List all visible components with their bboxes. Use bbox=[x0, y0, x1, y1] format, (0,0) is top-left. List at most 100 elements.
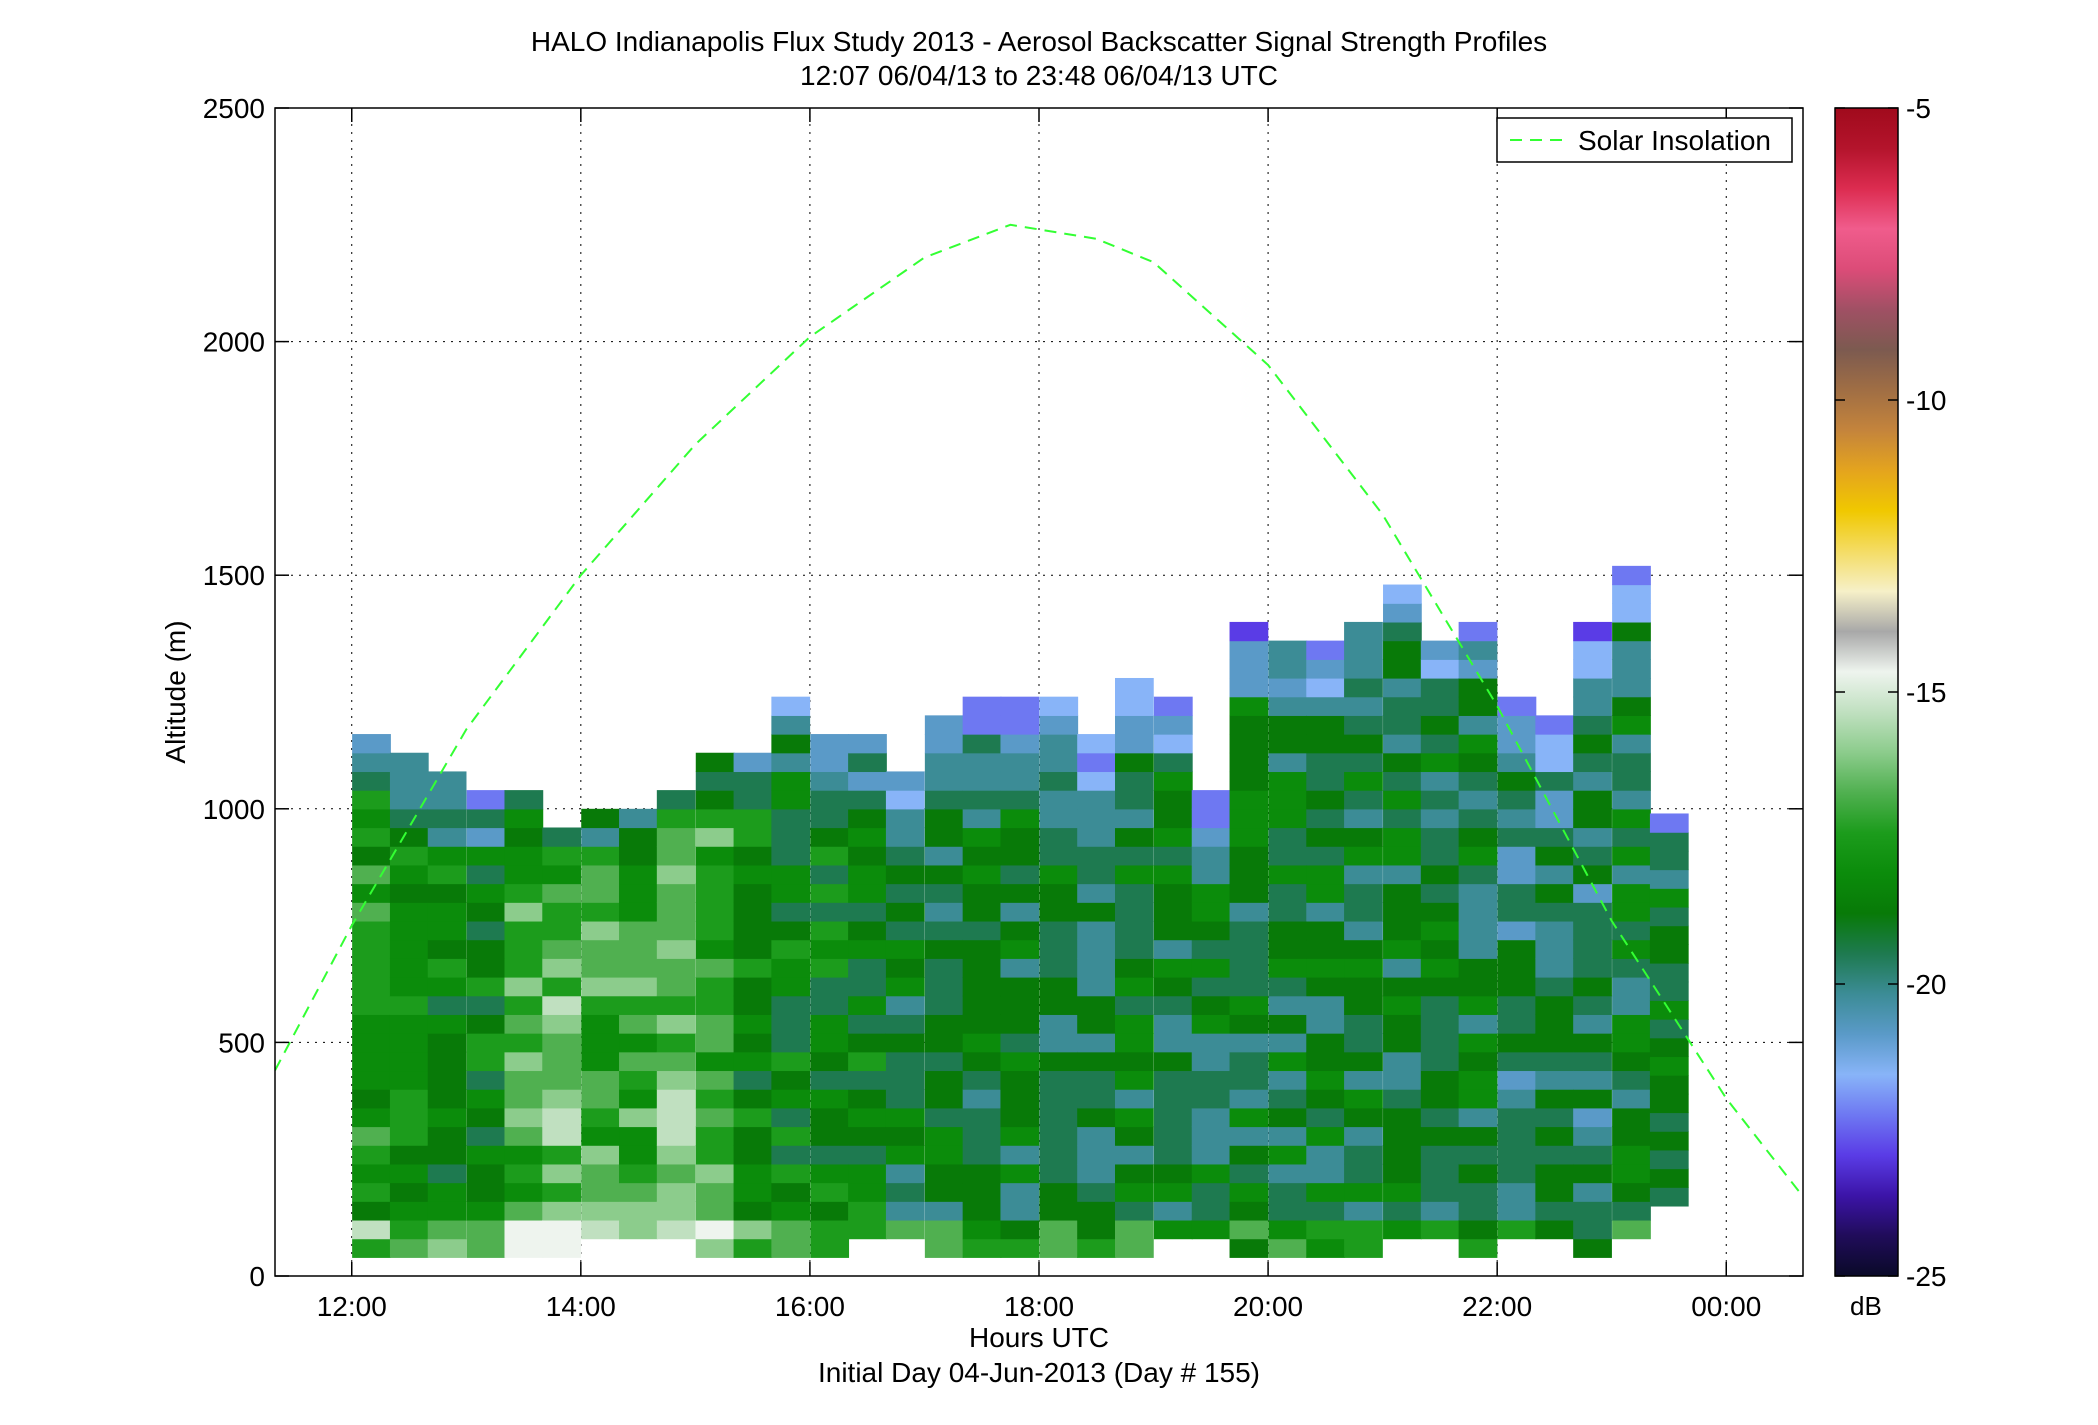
heatmap-cell bbox=[1191, 1145, 1231, 1165]
heatmap-cell bbox=[1612, 995, 1651, 1015]
heatmap-cell bbox=[1573, 1182, 1612, 1202]
heatmap-cell bbox=[352, 752, 391, 773]
heatmap-cell bbox=[1077, 995, 1116, 1015]
heatmap-cell bbox=[962, 827, 1002, 847]
y-tick-label: 1000 bbox=[203, 794, 265, 825]
heatmap-cell bbox=[1229, 1089, 1269, 1109]
heatmap-cell bbox=[848, 846, 887, 866]
heatmap-cell bbox=[1191, 1033, 1231, 1053]
heatmap-cell bbox=[695, 1219, 735, 1240]
heatmap-cell bbox=[427, 1051, 467, 1072]
heatmap-cell bbox=[1344, 883, 1383, 903]
heatmap-cell bbox=[771, 715, 811, 735]
heatmap-cell bbox=[1268, 715, 1308, 735]
heatmap-cell bbox=[656, 920, 696, 941]
y-tick-label: 2500 bbox=[203, 93, 265, 124]
heatmap-cell bbox=[1268, 696, 1308, 716]
heatmap-cell bbox=[389, 808, 429, 829]
heatmap-cell bbox=[1039, 1238, 1079, 1258]
heatmap-cell bbox=[656, 1051, 696, 1072]
heatmap-cell bbox=[466, 827, 506, 847]
heatmap-cell bbox=[1344, 677, 1383, 698]
heatmap-cell bbox=[389, 1219, 429, 1240]
heatmap-cell bbox=[733, 771, 773, 791]
heatmap-cell bbox=[656, 1163, 696, 1184]
colorbar-tick-label: -25 bbox=[1906, 1261, 1946, 1292]
heatmap-cell bbox=[1306, 883, 1346, 903]
heatmap-cell bbox=[1268, 752, 1308, 773]
heatmap-cell bbox=[1306, 920, 1346, 941]
heatmap-cell bbox=[619, 1070, 658, 1090]
heatmap-cell bbox=[1000, 939, 1040, 959]
heatmap-cell bbox=[1039, 771, 1079, 791]
heatmap-cell bbox=[1497, 1033, 1537, 1053]
heatmap-cell bbox=[695, 771, 735, 791]
heatmap-cell bbox=[581, 1051, 620, 1072]
heatmap-cell bbox=[619, 1033, 658, 1053]
heatmap-cell bbox=[504, 1107, 544, 1128]
heatmap-cell bbox=[924, 752, 964, 773]
heatmap-cell bbox=[885, 846, 925, 866]
heatmap-cell bbox=[771, 846, 811, 866]
heatmap-cell bbox=[1229, 846, 1269, 866]
heatmap-cell bbox=[733, 1089, 773, 1109]
heatmap-cell bbox=[962, 958, 1002, 978]
heatmap-cell bbox=[1229, 995, 1269, 1015]
heatmap-cell bbox=[1535, 846, 1575, 866]
heatmap-cell bbox=[352, 1145, 391, 1165]
heatmap-cell bbox=[1497, 976, 1537, 997]
heatmap-cell bbox=[1612, 734, 1651, 754]
heatmap-cell bbox=[962, 808, 1002, 829]
heatmap-cell bbox=[1077, 734, 1116, 754]
heatmap-cell bbox=[1344, 771, 1383, 791]
heatmap-cell bbox=[962, 771, 1002, 791]
colorbar-label: dB bbox=[1850, 1291, 1882, 1321]
heatmap-cell bbox=[1229, 640, 1269, 660]
heatmap-cell bbox=[466, 1163, 506, 1184]
heatmap-cell bbox=[466, 1201, 506, 1221]
heatmap-cell bbox=[1114, 864, 1154, 885]
heatmap-cell bbox=[1497, 1051, 1537, 1072]
heatmap-cell bbox=[695, 995, 735, 1015]
heatmap-cell bbox=[619, 1089, 658, 1109]
heatmap-cell bbox=[1229, 1126, 1269, 1146]
heatmap-cell bbox=[619, 976, 658, 997]
heatmap-cell bbox=[695, 1126, 735, 1146]
heatmap-cell bbox=[389, 1051, 429, 1072]
heatmap-cell bbox=[389, 1014, 429, 1034]
heatmap-cell bbox=[1649, 981, 1689, 1001]
heatmap-cell bbox=[1612, 1070, 1651, 1090]
heatmap-cell bbox=[1420, 734, 1460, 754]
heatmap-cell bbox=[1649, 1075, 1689, 1095]
heatmap-cell bbox=[1000, 1201, 1040, 1221]
heatmap-cell bbox=[1000, 883, 1040, 903]
heatmap-cell bbox=[1573, 846, 1612, 866]
heatmap-cell bbox=[1000, 827, 1040, 847]
heatmap-cell bbox=[1229, 1219, 1269, 1240]
heatmap-cell bbox=[466, 1107, 506, 1128]
heatmap-cell bbox=[810, 1107, 850, 1128]
heatmap-cell bbox=[771, 1145, 811, 1165]
heatmap-cell bbox=[1383, 976, 1422, 997]
heatmap-cell bbox=[1383, 1014, 1422, 1034]
series-solar-insolation-line bbox=[275, 223, 1803, 1198]
heatmap-cell bbox=[848, 827, 887, 847]
heatmap-cell bbox=[1153, 920, 1193, 941]
heatmap-cell bbox=[1573, 659, 1612, 679]
x-tick-label: 20:00 bbox=[1233, 1291, 1303, 1322]
heatmap-cell bbox=[695, 846, 735, 866]
heatmap-cell bbox=[848, 1014, 887, 1034]
colorbar-gradient bbox=[1834, 107, 1899, 1277]
heatmap-cell bbox=[466, 1219, 506, 1240]
heatmap-cell bbox=[542, 846, 582, 866]
heatmap-cell bbox=[924, 1201, 964, 1221]
heatmap-cell bbox=[1458, 1014, 1498, 1034]
heatmap-cell bbox=[848, 734, 887, 754]
heatmap-cell bbox=[1535, 1182, 1575, 1202]
heatmap-cell bbox=[1497, 939, 1537, 959]
heatmap-cell bbox=[1612, 827, 1651, 847]
heatmap-cell bbox=[619, 1051, 658, 1072]
heatmap-cell bbox=[1268, 1070, 1308, 1090]
heatmap-cell bbox=[1344, 1051, 1383, 1072]
